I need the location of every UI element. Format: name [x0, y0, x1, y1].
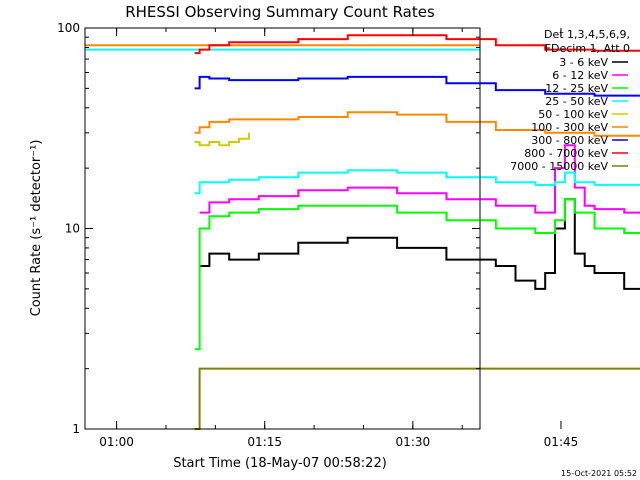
legend-label: 300 - 800 keV [531, 134, 608, 147]
series-line-3 [194, 169, 640, 195]
x-axis-label: Start Time (18-May-07 00:58:22) [173, 456, 387, 471]
legend-label: 800 - 7000 keV [524, 147, 608, 160]
series-line-2 [194, 198, 640, 351]
series-line-8 [194, 367, 640, 430]
legend-header: Det 1,3,4,5,6,9, [544, 28, 630, 41]
legend-label: 50 - 100 keV [538, 108, 608, 121]
legend-label: 25 - 50 keV [545, 95, 608, 108]
x-tick-label: 01:45 [544, 435, 579, 449]
series-line-7 [194, 34, 640, 55]
legend-header: FDecim 1, Att 0 [545, 42, 630, 55]
legend-label: 3 - 6 keV [559, 56, 608, 69]
legend-label: 100 - 300 keV [531, 121, 608, 134]
x-tick-label: 01:15 [247, 435, 282, 449]
series-line-0 [199, 198, 640, 290]
series-line-1 [199, 144, 640, 214]
series-line-5 [194, 111, 640, 137]
y-tick-label: 100 [57, 21, 80, 35]
y-tick-label: 10 [65, 222, 80, 236]
y-axis-label: Count Rate (s⁻¹ detector⁻¹) [29, 140, 44, 317]
legend-label: 6 - 12 keV [552, 69, 608, 82]
legend-label: 12 - 25 keV [545, 82, 608, 95]
series-line-6 [194, 75, 640, 97]
x-tick-label: 01:30 [396, 435, 431, 449]
legend-label: 7000 - 15000 keV [510, 160, 608, 173]
x-tick-label: 01:00 [99, 435, 134, 449]
timestamp: 15-Oct-2021 05:52 [561, 469, 637, 478]
chart-title: RHESSI Observing Summary Count Rates [125, 3, 435, 21]
y-tick-label: 1 [72, 422, 80, 436]
y-axis: 1 10 100 [57, 21, 480, 436]
legend: Det 1,3,4,5,6,9,FDecim 1, Att 03 - 6 keV… [510, 28, 630, 173]
plot-area [85, 34, 640, 430]
series-line-4 [194, 132, 250, 147]
